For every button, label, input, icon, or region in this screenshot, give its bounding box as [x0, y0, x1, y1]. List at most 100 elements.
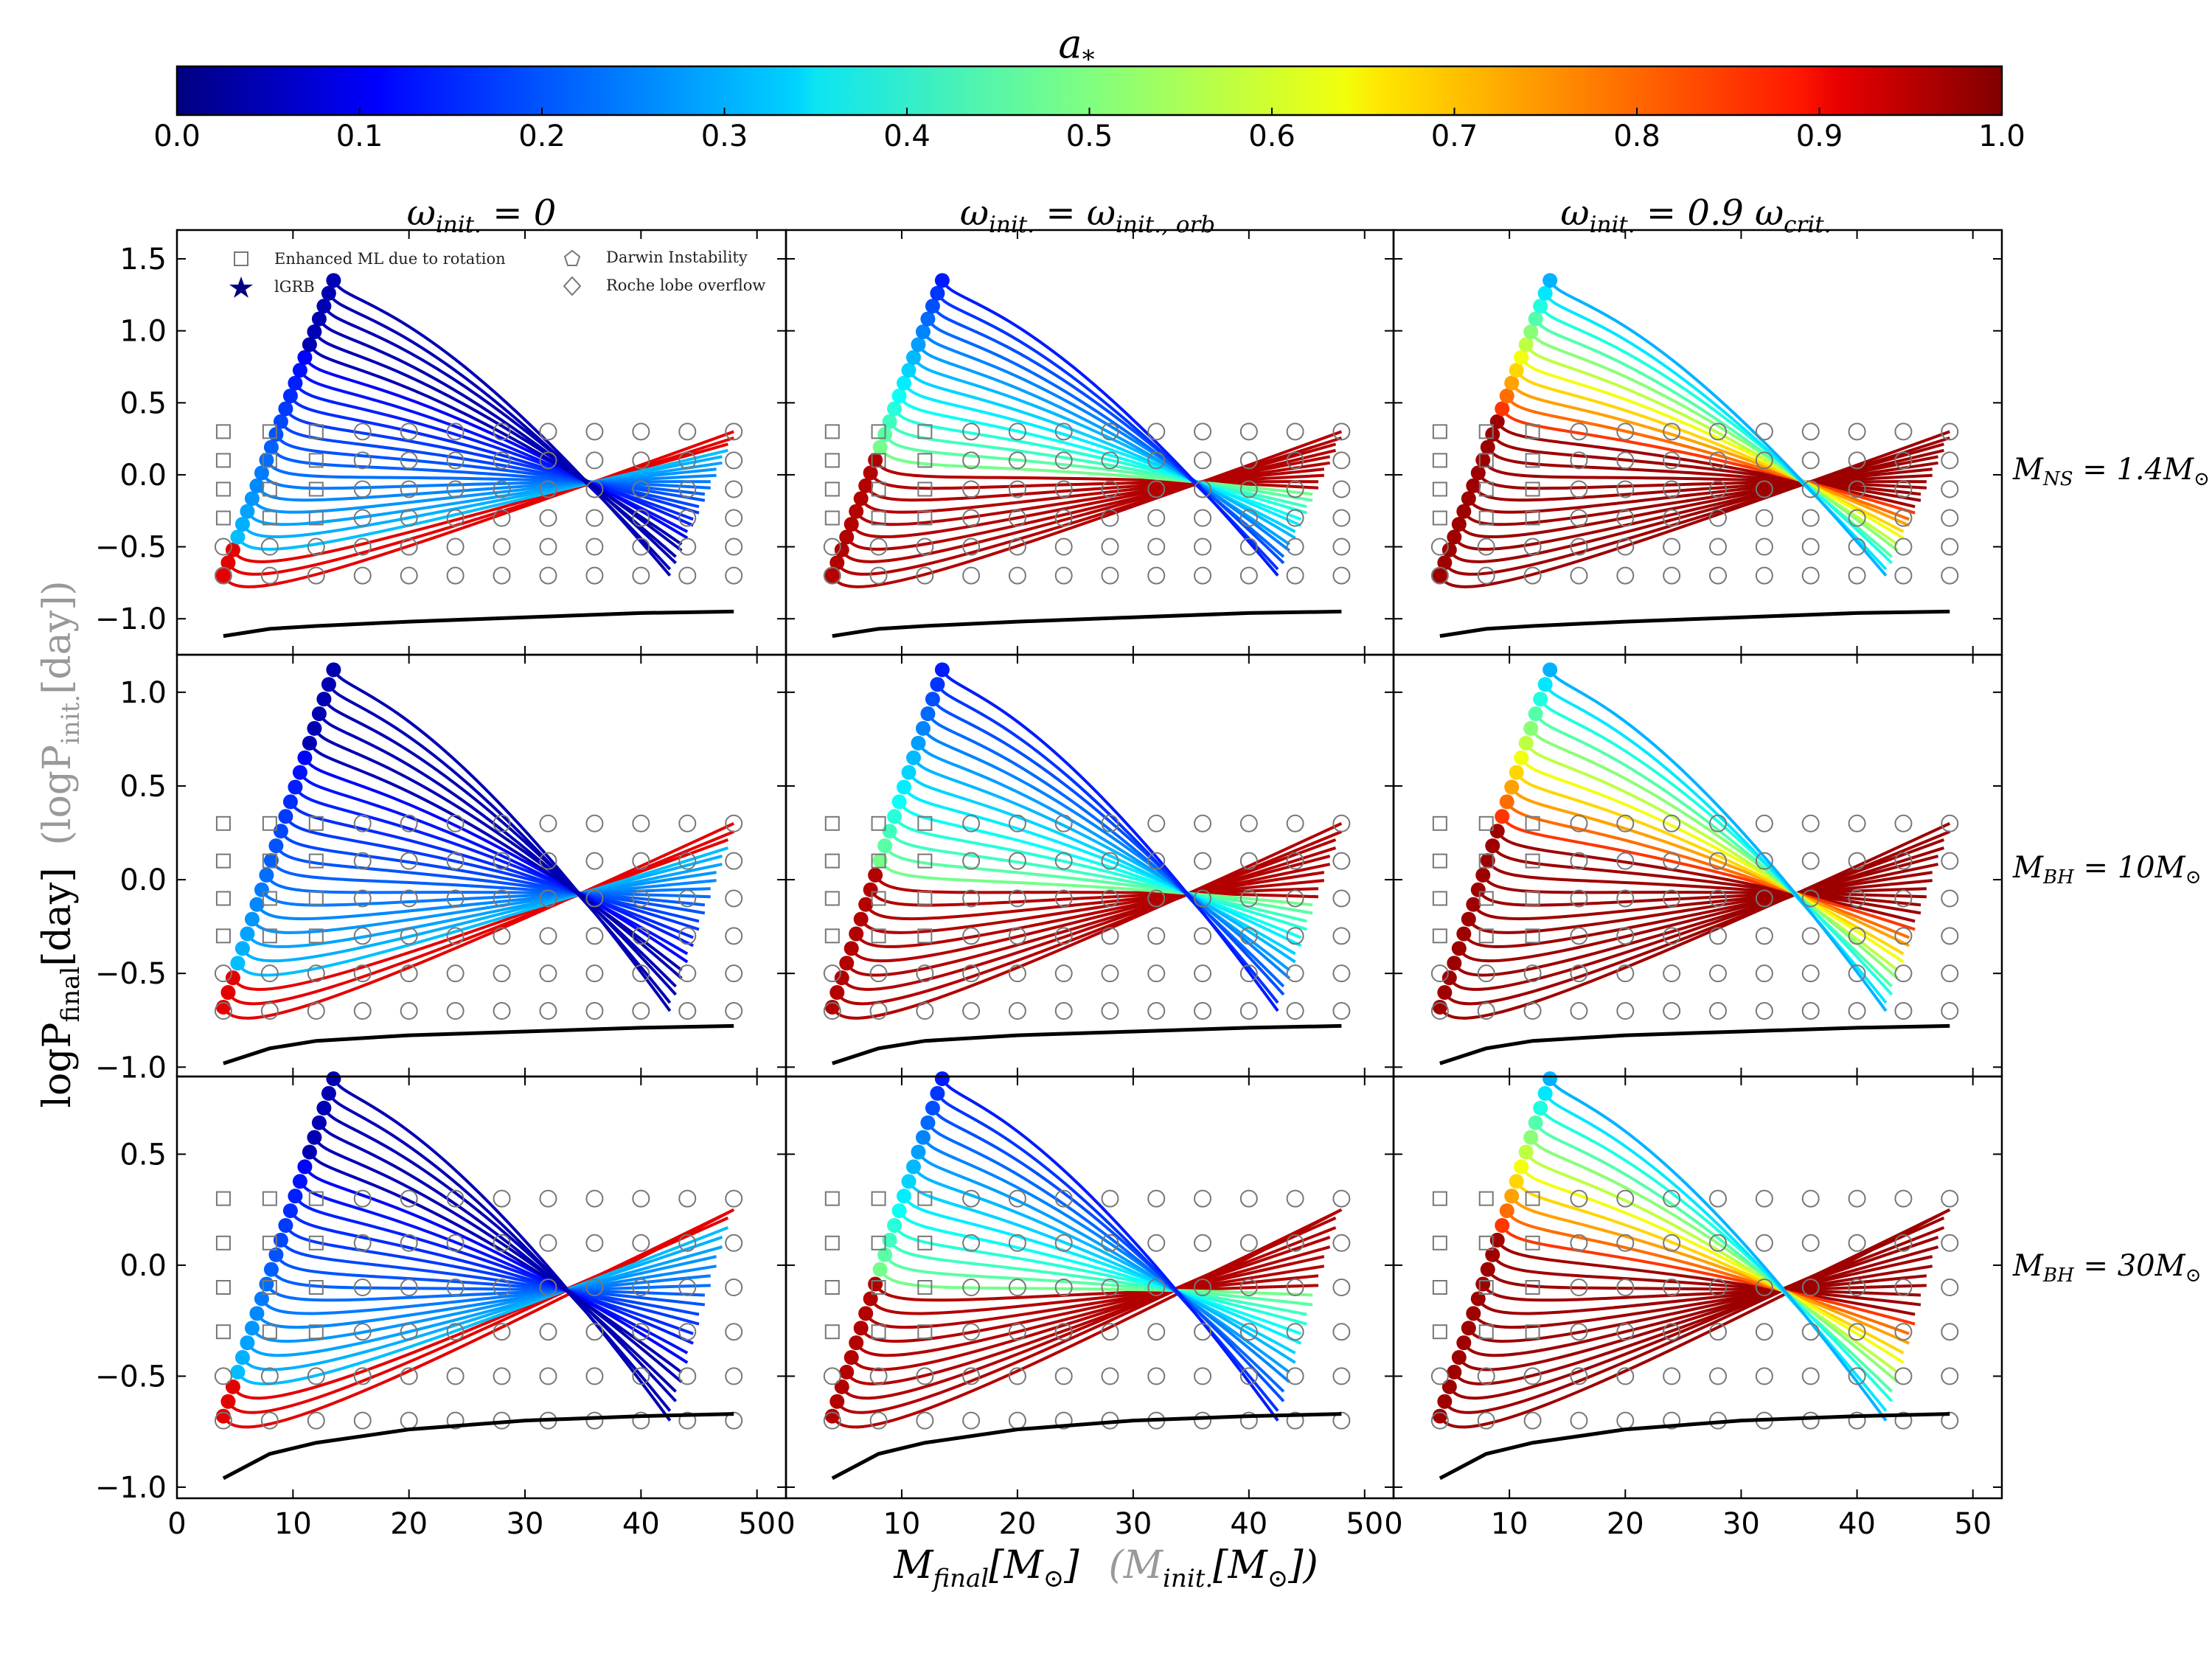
initial-point: [1147, 566, 1166, 585]
initial-point: [725, 422, 743, 441]
final-point: [930, 285, 945, 301]
final-point: [1543, 273, 1558, 288]
enhanced-ml-marker: [308, 1191, 324, 1206]
enhanced-ml-marker: [262, 891, 277, 906]
initial-point: [962, 889, 981, 908]
final-point: [273, 824, 288, 839]
enhanced-ml-marker: [1432, 481, 1447, 497]
evolution-track: [1510, 1195, 1910, 1345]
evolution-track: [332, 669, 672, 1012]
initial-point: [1941, 480, 1959, 498]
evolution-track: [936, 292, 1279, 571]
limit-curve: [1439, 1412, 1950, 1481]
limit-curve: [1439, 609, 1950, 639]
enhanced-ml-marker: [1432, 1280, 1447, 1295]
initial-point: [585, 480, 604, 498]
initial-point: [1709, 1323, 1727, 1341]
final-point: [230, 1364, 246, 1380]
initial-point: [493, 422, 511, 441]
initial-point: [1570, 566, 1588, 585]
initial-point: [632, 1002, 650, 1020]
final-point: [1543, 662, 1558, 678]
initial-point: [1801, 1411, 1820, 1430]
initial-point: [585, 422, 604, 441]
initial-point: [585, 814, 604, 832]
final-point: [1470, 1291, 1486, 1307]
enhanced-ml-marker: [308, 510, 324, 526]
initial-point: [1801, 1279, 1820, 1296]
initial-point: [1054, 1002, 1073, 1020]
initial-point: [1570, 1279, 1588, 1296]
final-point: [849, 1335, 864, 1351]
initial-point: [307, 1411, 325, 1430]
final-point: [901, 765, 917, 780]
enhanced-ml-marker: [1525, 453, 1540, 468]
final-point: [1523, 324, 1539, 339]
initial-point: [725, 1323, 743, 1341]
final-point: [307, 324, 322, 339]
initial-point: [1194, 1411, 1212, 1430]
initial-point: [1709, 1002, 1727, 1020]
initial-point: [632, 852, 650, 870]
initial-point: [1848, 451, 1866, 470]
final-point: [230, 529, 246, 545]
initial-point: [1194, 889, 1212, 908]
enhanced-ml-marker: [215, 1235, 231, 1251]
initial-point: [585, 1411, 604, 1430]
colorbar-tick-label: 0.6: [1248, 119, 1295, 153]
initial-point: [493, 566, 511, 585]
final-point: [230, 956, 246, 971]
track-group: [824, 273, 1343, 588]
initial-point: [1332, 1279, 1351, 1296]
enhanced-ml-marker: [871, 1191, 886, 1206]
initial-point: [1332, 451, 1351, 470]
initial-point: [678, 964, 697, 983]
enhanced-ml-marker: [262, 453, 277, 468]
final-point: [1437, 985, 1453, 1001]
final-point: [897, 1189, 912, 1204]
final-point: [1509, 1174, 1524, 1189]
initial-point: [1709, 422, 1727, 441]
initial-point: [1147, 964, 1166, 983]
initial-point: [1194, 480, 1212, 498]
initial-point: [1008, 538, 1026, 556]
initial-point: [1570, 480, 1588, 498]
enhanced-ml-marker: [1432, 1191, 1447, 1206]
final-point: [263, 1262, 279, 1277]
initial-point: [962, 1189, 981, 1208]
initial-point: [1101, 964, 1119, 983]
final-point: [297, 750, 313, 765]
initial-point: [400, 1323, 418, 1341]
initial-point: [1848, 1279, 1866, 1296]
initial-point: [446, 538, 465, 556]
initial-point: [1755, 1367, 1773, 1385]
row-label-2: MBH = 10M⊙: [2012, 851, 2201, 888]
initial-point: [1286, 889, 1304, 908]
enhanced-ml-marker: [1525, 853, 1540, 869]
initial-point: [1147, 451, 1166, 470]
initial-point: [1663, 538, 1681, 556]
initial-point: [260, 964, 279, 983]
enhanced-ml-marker: [824, 815, 840, 831]
final-point: [844, 941, 859, 956]
final-point: [934, 1071, 950, 1087]
initial-point: [632, 889, 650, 908]
initial-point: [678, 566, 697, 585]
enhanced-ml-marker: [262, 815, 277, 831]
x-tick-label: 20: [390, 1507, 428, 1541]
enhanced-ml-marker: [215, 815, 231, 831]
initial-point: [585, 1367, 604, 1385]
final-point: [905, 1159, 921, 1175]
final-point: [1543, 1071, 1558, 1087]
final-point: [1447, 956, 1462, 971]
initial-point: [1709, 852, 1727, 870]
initial-point: [353, 927, 372, 945]
initial-point: [1101, 451, 1119, 470]
enhanced-ml-marker: [1478, 424, 1494, 439]
initial-point: [1101, 480, 1119, 498]
initial-point: [1147, 422, 1166, 441]
initial-point: [1801, 538, 1820, 556]
final-point: [234, 941, 250, 956]
initial-point: [1147, 1002, 1166, 1020]
limit-curve: [832, 609, 1342, 639]
